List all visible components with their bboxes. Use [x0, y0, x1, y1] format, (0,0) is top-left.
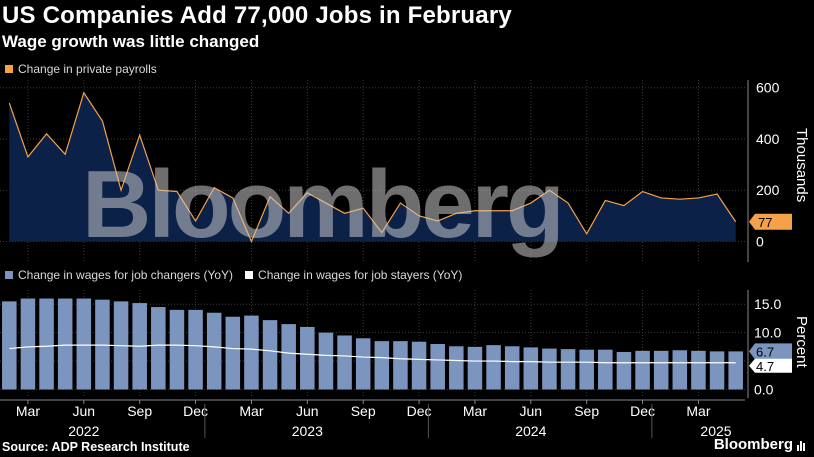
changers-bar [300, 326, 315, 390]
x-year-label: 2025 [700, 423, 731, 439]
changers-bar [151, 307, 166, 390]
x-tick-label: Dec [407, 403, 432, 419]
changers-bar [728, 351, 743, 390]
x-tick-label: Jun [520, 403, 543, 419]
changers-bar [169, 309, 185, 390]
changers-bar [691, 350, 706, 390]
changers-bar [579, 349, 594, 390]
changers-bar [653, 350, 669, 390]
payroll-area [9, 92, 736, 242]
changers-bar [430, 344, 445, 390]
changers-bar [523, 347, 539, 390]
changers-bar [2, 301, 17, 390]
changers-bar [281, 324, 296, 390]
payroll-y-tick-label: 600 [756, 80, 780, 96]
stayers-line [9, 344, 736, 364]
changers-bar [635, 350, 650, 390]
changers-bar [709, 351, 725, 390]
changers-bar [337, 335, 352, 390]
legend-label-stayers: Change in wages for job stayers (YoY) [258, 268, 463, 282]
changers-bar [393, 341, 408, 390]
changers-bar [39, 298, 54, 390]
changers-bar [318, 332, 334, 390]
x-year-label: 2022 [68, 423, 99, 439]
changers-last-value-label: 6.7 [756, 344, 774, 359]
payroll-last-value-label: 77 [758, 215, 772, 230]
changers-bar [57, 298, 73, 390]
chart-title: US Companies Add 77,000 Jobs in February [2, 2, 512, 29]
payroll-y-axis-label: Thousands [793, 128, 810, 202]
legend-swatch-changers [5, 271, 13, 279]
x-tick-label: Mar [16, 403, 40, 419]
changers-bar [262, 320, 278, 390]
bloomberg-logo-text: Bloomberg [713, 436, 793, 453]
legend-payrolls: Change in private payrolls [5, 62, 169, 76]
wage-y-tick-label: 10.0 [754, 325, 781, 341]
changers-bar [76, 298, 92, 390]
x-year-label: 2023 [292, 423, 323, 439]
x-tick-label: Sep [127, 403, 152, 419]
changers-bar [504, 346, 520, 390]
changers-bar [188, 309, 203, 390]
legend-label-changers: Change in wages for job changers (YoY) [18, 268, 234, 282]
wage-y-tick-label: 15.0 [754, 296, 781, 312]
changers-bar [374, 341, 390, 390]
x-tick-label: Dec [630, 403, 655, 419]
legend-item-changers: Change in wages for job changers (YoY) [5, 268, 233, 282]
changers-bar [355, 338, 371, 390]
wage-y-axis-label: Percent [793, 316, 810, 369]
payroll-y-tick-label: 200 [756, 182, 780, 198]
bloomberg-watermark: Bloomberg [82, 151, 565, 258]
changers-bar [206, 312, 222, 390]
x-tick-label: Sep [574, 403, 599, 419]
payroll-last-value-tag [749, 213, 792, 230]
x-tick-label: Jun [296, 403, 319, 419]
changers-bar [672, 350, 688, 390]
chart-subtitle: Wage growth was little changed [2, 32, 260, 51]
stayers-last-value-label: 4.7 [756, 359, 774, 374]
legend-item-stayers: Change in wages for job stayers (YoY) [245, 268, 462, 282]
bloomberg-bars-icon [797, 439, 806, 451]
changers-bar [616, 351, 632, 390]
legend-item-payrolls: Change in private payrolls [5, 62, 157, 76]
legend-swatch-stayers [245, 271, 254, 279]
x-tick-label: Mar [463, 403, 487, 419]
changers-bar [225, 316, 241, 390]
legend-wages: Change in wages for job changers (YoY) C… [5, 268, 474, 282]
changers-bar [542, 348, 557, 390]
changers-bar [486, 345, 501, 390]
changers-bar [411, 341, 427, 390]
changers-last-value-tag [749, 343, 792, 360]
x-tick-label: Jun [73, 403, 96, 419]
changers-bar [244, 315, 259, 390]
x-tick-label: Mar [686, 403, 710, 419]
x-tick-label: Sep [351, 403, 376, 419]
stayers-last-value-tag [749, 358, 792, 373]
changers-bar [598, 349, 613, 390]
wage-y-tick-label: 0.0 [754, 381, 774, 397]
changers-bar [467, 346, 483, 390]
x-year-label: 2024 [515, 423, 546, 439]
payroll-y-tick-label: 0 [756, 233, 764, 249]
source-note: Source: ADP Research Institute [2, 440, 190, 454]
x-tick-label: Mar [239, 403, 263, 419]
payroll-line [8, 91, 737, 244]
payroll-y-tick-label: 400 [756, 131, 780, 147]
changers-bar [560, 349, 576, 390]
changers-bar [20, 298, 36, 390]
changers-bar [449, 346, 464, 390]
legend-swatch-payrolls [5, 65, 13, 73]
legend-label-payrolls: Change in private payrolls [18, 62, 157, 76]
bloomberg-logo: Bloomberg [714, 436, 806, 453]
x-tick-label: Dec [183, 403, 208, 419]
